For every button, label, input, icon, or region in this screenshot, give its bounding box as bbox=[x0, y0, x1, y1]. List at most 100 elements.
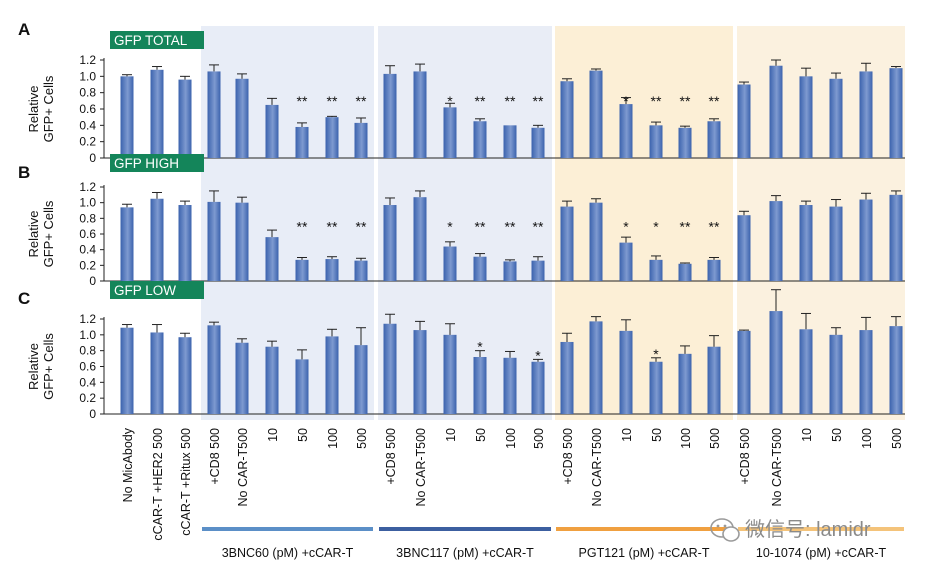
bar bbox=[325, 336, 339, 414]
y-axis-label-line2: GFP+ Cells bbox=[41, 75, 56, 142]
bar bbox=[560, 341, 574, 414]
group-label: 3BNC117 (pM) +cCAR-T bbox=[396, 546, 534, 560]
bar bbox=[265, 346, 279, 414]
category-label: 100 bbox=[326, 428, 340, 449]
significance-marker: ** bbox=[356, 93, 367, 109]
bar bbox=[413, 197, 427, 281]
bar bbox=[889, 326, 903, 414]
bar bbox=[829, 78, 843, 158]
y-tick-label: 1.2 bbox=[79, 180, 96, 194]
bar bbox=[413, 71, 427, 158]
group-bracket-line bbox=[738, 527, 904, 531]
significance-marker: * bbox=[447, 219, 453, 235]
watermark: 微信号: lamidr bbox=[710, 518, 871, 542]
category-label: No CAR-T500 bbox=[414, 428, 428, 507]
bar bbox=[889, 68, 903, 158]
group-background-3 bbox=[555, 26, 733, 420]
category-label: 10 bbox=[266, 428, 280, 442]
bar bbox=[265, 104, 279, 158]
y-tick-label: 1.0 bbox=[79, 328, 96, 342]
bar bbox=[560, 206, 574, 281]
category-label: 100 bbox=[860, 428, 874, 449]
significance-marker: ** bbox=[327, 219, 338, 235]
bar bbox=[207, 71, 221, 158]
significance-marker: * bbox=[623, 219, 629, 235]
category-label: 10 bbox=[800, 428, 814, 442]
significance-marker: ** bbox=[533, 93, 544, 109]
bar bbox=[150, 69, 164, 158]
bar bbox=[354, 345, 368, 414]
y-tick-label: 0.6 bbox=[79, 227, 96, 241]
bar bbox=[178, 79, 192, 158]
significance-marker: ** bbox=[505, 93, 516, 109]
group-background-1 bbox=[201, 26, 374, 420]
bar bbox=[150, 332, 164, 414]
panel-letter-B: B bbox=[18, 163, 30, 182]
bar bbox=[707, 121, 721, 158]
y-tick-label: 1.0 bbox=[79, 196, 96, 210]
significance-marker: ** bbox=[709, 93, 720, 109]
category-label: 500 bbox=[532, 428, 546, 449]
bar bbox=[589, 202, 603, 281]
category-label: No CAR-T500 bbox=[236, 428, 250, 507]
bar bbox=[354, 260, 368, 281]
y-tick-label: 0.8 bbox=[79, 211, 96, 225]
category-label: +CD8 500 bbox=[738, 428, 752, 485]
bar bbox=[737, 215, 751, 281]
bar bbox=[737, 84, 751, 158]
bar bbox=[178, 205, 192, 281]
panel-title: GFP HIGH bbox=[114, 156, 179, 171]
category-label: 100 bbox=[679, 428, 693, 449]
significance-marker: ** bbox=[505, 219, 516, 235]
category-label: +CD8 500 bbox=[384, 428, 398, 485]
y-tick-label: 0.6 bbox=[79, 102, 96, 116]
bar bbox=[678, 263, 692, 281]
bar bbox=[473, 121, 487, 158]
bar bbox=[473, 357, 487, 414]
bar bbox=[859, 71, 873, 158]
bar bbox=[649, 125, 663, 158]
bar bbox=[207, 201, 221, 281]
category-label: 500 bbox=[355, 428, 369, 449]
significance-marker: ** bbox=[533, 219, 544, 235]
y-axis-label-line2: GFP+ Cells bbox=[41, 200, 56, 267]
y-tick-label: 0 bbox=[89, 274, 96, 288]
group-label: 10-1074 (pM) +cCAR-T bbox=[756, 546, 887, 560]
significance-marker: ** bbox=[680, 93, 691, 109]
bar bbox=[737, 330, 751, 414]
bar bbox=[678, 127, 692, 158]
category-label: No CAR-T500 bbox=[590, 428, 604, 507]
y-tick-label: 0.2 bbox=[79, 258, 96, 272]
significance-marker: ** bbox=[356, 219, 367, 235]
bar bbox=[383, 205, 397, 281]
significance-marker: ** bbox=[475, 93, 486, 109]
significance-marker: ** bbox=[297, 93, 308, 109]
bar bbox=[799, 76, 813, 158]
y-axis-label-line2: GFP+ Cells bbox=[41, 333, 56, 400]
y-tick-label: 0.4 bbox=[79, 243, 96, 257]
bar bbox=[678, 353, 692, 414]
significance-marker: ** bbox=[297, 219, 308, 235]
bar bbox=[207, 325, 221, 414]
group-background-2 bbox=[378, 26, 552, 420]
bar bbox=[859, 330, 873, 414]
bar bbox=[150, 198, 164, 281]
y-tick-label: 0.4 bbox=[79, 375, 96, 389]
bar bbox=[503, 357, 517, 414]
panel-title: GFP LOW bbox=[114, 283, 176, 298]
bar bbox=[178, 337, 192, 414]
y-tick-label: 1.2 bbox=[79, 312, 96, 326]
category-label: 50 bbox=[474, 428, 488, 442]
y-tick-label: 0.2 bbox=[79, 135, 96, 149]
significance-marker: ** bbox=[327, 93, 338, 109]
bar bbox=[354, 122, 368, 158]
wechat-icon bbox=[710, 518, 740, 542]
category-label: 500 bbox=[890, 428, 904, 449]
group-background-4 bbox=[737, 26, 905, 420]
bar bbox=[889, 194, 903, 281]
significance-marker: * bbox=[653, 219, 659, 235]
bar bbox=[235, 78, 249, 158]
panel-letter-C: C bbox=[18, 289, 30, 308]
significance-marker: * bbox=[477, 339, 483, 355]
